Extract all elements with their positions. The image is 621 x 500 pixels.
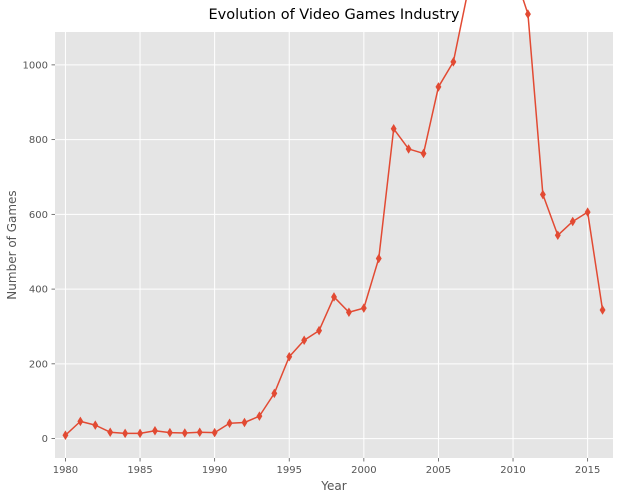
x-tick-label: 1985	[127, 465, 152, 476]
x-tick-label: 1980	[53, 465, 78, 476]
chart-title: Evolution of Video Games Industry	[208, 7, 459, 23]
x-tick-label: 1995	[277, 465, 302, 476]
x-tick-label: 1990	[202, 465, 227, 476]
plot-background	[55, 32, 613, 458]
x-axis-label: Year	[320, 479, 346, 493]
x-tick-label: 2015	[575, 465, 600, 476]
y-tick-label: 400	[29, 285, 48, 296]
data-point	[525, 10, 530, 18]
y-tick-label: 600	[29, 210, 48, 221]
y-tick-label: 800	[29, 135, 48, 146]
y-axis: 0 200 400 600 800 1000	[23, 60, 55, 445]
y-axis-label: Number of Games	[5, 190, 19, 299]
y-tick-label: 1000	[23, 60, 48, 71]
x-tick-label: 2005	[426, 465, 451, 476]
x-tick-label: 2000	[351, 465, 376, 476]
y-tick-label: 200	[29, 359, 48, 370]
x-tick-label: 2010	[500, 465, 525, 476]
y-tick-label: 0	[42, 434, 48, 445]
x-axis: 1980 1985 1990 1995 2000 2005 2010 2015	[53, 458, 601, 476]
